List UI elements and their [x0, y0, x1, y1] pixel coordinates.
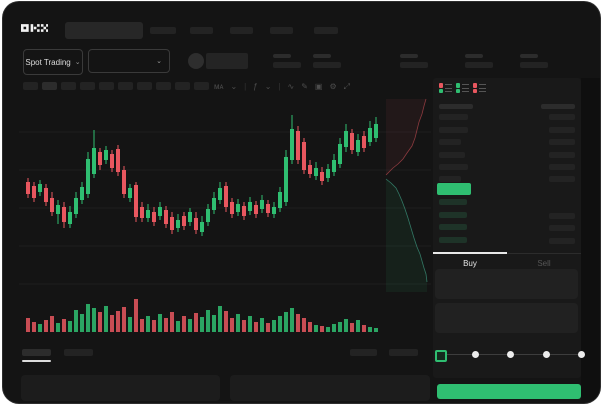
ask-row-price[interactable] [439, 114, 468, 120]
price-input[interactable] [435, 269, 578, 299]
ask-row-amount [549, 127, 575, 133]
ticker-stat-value [465, 62, 493, 68]
bid-row-amount [549, 213, 575, 219]
orders-action-button[interactable] [389, 349, 418, 356]
chevron-down-icon[interactable]: ⌄ [230, 82, 238, 91]
orders-tab[interactable] [22, 349, 51, 356]
orders-action-button[interactable] [350, 349, 377, 356]
divider: | [244, 82, 247, 91]
indicator-ma-icon[interactable]: ᴍᴀ [214, 82, 224, 91]
nav-item[interactable] [190, 27, 213, 34]
chevron-down-icon: ⌄ [74, 58, 81, 66]
coin-avatar [188, 53, 204, 69]
timeframe-button[interactable] [42, 82, 57, 90]
mode-color-bar [456, 83, 460, 93]
ask-row-amount [549, 152, 575, 158]
tab-buy[interactable]: Buy [463, 259, 477, 268]
mode-lines [462, 83, 469, 93]
slider-handle[interactable] [435, 350, 447, 362]
ticker-stat-value [273, 62, 301, 68]
timeframe-button[interactable] [175, 82, 190, 90]
orders-table-placeholder [21, 375, 220, 401]
bid-row-price[interactable] [439, 199, 467, 205]
bid-row-price[interactable] [439, 237, 467, 243]
app-window: Spot Trading ⌄ ⌄ ᴍᴀ ⌄ | ƒ ⌄ | ∿ ✎ ▣ ⚙ ⤢ Buy Sell [3, 2, 600, 403]
timeframe-button[interactable] [118, 82, 133, 90]
ask-row-amount [549, 114, 575, 120]
timeframe-button[interactable] [80, 82, 95, 90]
draw-tool-icon[interactable]: ✎ [301, 82, 308, 91]
nav-item[interactable] [150, 27, 176, 34]
timeframe-button[interactable] [194, 82, 209, 90]
right-gutter [581, 78, 600, 400]
bid-row-amount [549, 225, 575, 231]
last-price-row[interactable] [437, 183, 471, 195]
buy-submit-button[interactable] [437, 384, 581, 399]
chart-tools: ᴍᴀ ⌄ | ƒ ⌄ | ∿ ✎ ▣ ⚙ ⤢ [214, 81, 350, 92]
ask-row-price[interactable] [439, 176, 461, 182]
mode-color-bar [473, 83, 477, 93]
market-type-dropdown[interactable]: Spot Trading ⌄ [23, 49, 83, 75]
ask-row-amount [549, 164, 575, 170]
ask-row-price[interactable] [439, 152, 465, 158]
slider-step-dot[interactable] [472, 351, 479, 358]
bid-row-price[interactable] [439, 212, 467, 218]
book-split-view-icon[interactable] [439, 83, 452, 93]
ticker-stat-label [465, 54, 483, 58]
line-tool-icon[interactable]: ∿ [287, 82, 295, 91]
timeframe-button[interactable] [23, 82, 38, 90]
pair-selector-dropdown[interactable]: ⌄ [88, 49, 170, 73]
amount-input[interactable] [435, 303, 578, 333]
bid-row-price[interactable] [439, 224, 467, 230]
settings-gear-icon[interactable]: ⚙ [329, 82, 337, 91]
ticker-stat-value [400, 62, 428, 68]
bid-row-amount [549, 238, 575, 244]
fullscreen-icon[interactable]: ⤢ [343, 81, 351, 91]
nav-item[interactable] [270, 27, 293, 34]
timeframe-button[interactable] [137, 82, 152, 90]
orders-tab-indicator [22, 360, 51, 362]
ticker-stat-value [313, 62, 341, 68]
book-asks-view-icon[interactable] [473, 83, 486, 93]
mode-lines [445, 83, 452, 93]
ticker-stat-label [400, 54, 418, 58]
orders-table-placeholder [230, 375, 430, 401]
pair-name-placeholder [206, 53, 248, 69]
search-input[interactable] [65, 22, 143, 39]
snapshot-icon[interactable]: ▣ [314, 82, 323, 91]
ticker-stat-value [520, 62, 548, 68]
ask-row-amount [549, 139, 575, 145]
orders-tab[interactable] [64, 349, 93, 356]
mode-lines [479, 83, 486, 93]
ask-row-price[interactable] [439, 139, 461, 145]
mode-color-bar [439, 83, 443, 93]
chevron-down-icon[interactable]: ⌄ [264, 82, 272, 91]
timeframe-button[interactable] [99, 82, 114, 90]
slider-step-dot[interactable] [578, 351, 585, 358]
compare-icon[interactable]: ƒ [253, 82, 258, 91]
trade-tabs-divider [433, 253, 581, 254]
chevron-down-icon: ⌄ [156, 57, 162, 65]
book-header-left [439, 104, 473, 109]
nav-item[interactable] [230, 27, 253, 34]
ticker-stat-label [313, 54, 331, 58]
book-header-right [541, 104, 575, 109]
ticker-stat-label [520, 54, 538, 58]
nav-item[interactable] [314, 27, 338, 34]
timeframe-button[interactable] [156, 82, 171, 90]
ask-row-price[interactable] [439, 164, 468, 170]
book-bids-view-icon[interactable] [456, 83, 469, 93]
slider-step-dot[interactable] [507, 351, 514, 358]
ask-row-price[interactable] [439, 127, 468, 133]
ask-row-amount [549, 176, 575, 182]
timeframe-button[interactable] [61, 82, 76, 90]
okx-logo[interactable] [21, 22, 48, 34]
tab-sell[interactable]: Sell [537, 259, 551, 268]
market-type-label: Spot Trading [25, 57, 71, 67]
ticker-stat-label [273, 54, 291, 58]
buy-tab-indicator [433, 252, 507, 254]
slider-step-dot[interactable] [543, 351, 550, 358]
divider: | [278, 82, 281, 91]
